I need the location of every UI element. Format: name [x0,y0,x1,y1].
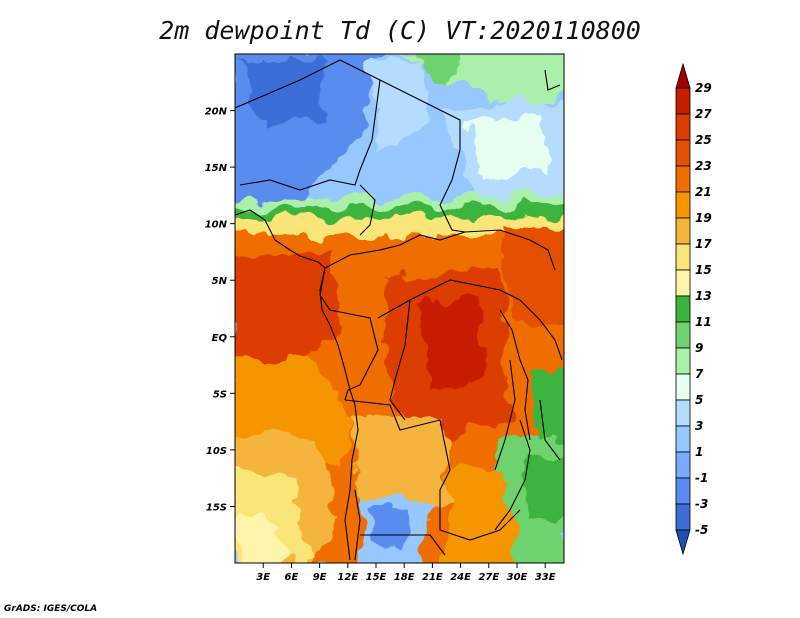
colorbar-bottom-arrow [675,529,691,556]
colorbar-label: 25 [695,133,712,147]
colorbar-bin [675,451,691,479]
colorbar-label: 3 [695,419,703,433]
map-frame [234,53,565,564]
lon-tick-label: 21E [422,572,443,583]
colorbar-label: 7 [695,367,704,381]
colorbar-label: 9 [695,341,703,355]
colorbar-bin [675,139,691,167]
colorbar-label: 27 [695,107,712,121]
colorbar-label: -1 [695,471,708,485]
lon-tick-label: 9E [313,572,327,583]
lon-tick-label: 6E [285,572,299,583]
colorbar-bin [675,295,691,323]
lat-tick-label: 5S [213,389,227,400]
colorbar-label: 29 [695,81,712,95]
lon-tick-label: 15E [366,572,387,583]
colorbar-label: 19 [695,211,712,225]
grads-credit: GrADS: IGES/COLA [4,604,98,614]
lat-tick-label: 20N [205,107,228,118]
colorbar-bin [675,217,691,245]
lat-tick-label: 15S [206,502,227,513]
colorbar-label: 1 [695,445,703,459]
colorbar-label: 23 [695,159,712,173]
colorbar-label: -3 [695,497,708,511]
colorbar-label: 21 [695,185,712,199]
colorbar-bin [675,87,691,115]
colorbar-label: 5 [695,393,703,407]
colorbar-bin [675,113,691,141]
colorbar-bin [675,477,691,505]
dewpoint-field [235,54,564,563]
colorbar-bin [675,347,691,375]
lon-tick-label: 33E [535,572,556,583]
colorbar: 29 27 25 23 21 19 17 15 13 11 9 7 5 3 1 -1 -3 -5 [675,62,712,556]
map-title: 2m dewpoint Td (C) VT:2020110800 [159,16,641,45]
colorbar-bin [675,165,691,193]
lon-tick-label: 12E [337,572,358,583]
lon-tick-label: 3E [256,572,270,583]
longitude-axis: 3E 6E 9E 12E 15E 18E 21E 24E 27E 30E 33E [256,563,556,583]
country-borders [235,59,563,561]
colorbar-bin [675,243,691,271]
colorbar-top-arrow [675,62,691,89]
colorbar-bin [675,191,691,219]
colorbar-bin [675,269,691,297]
colorbar-bin [675,425,691,453]
colorbar-label: 17 [695,237,712,251]
colorbar-bin [675,399,691,427]
colorbar-label: 11 [695,315,712,329]
colorbar-label: 15 [695,263,712,277]
lon-tick-label: 24E [450,572,471,583]
colorbar-label: -5 [695,523,708,537]
lat-tick-label: 5N [212,276,228,287]
lat-tick-label: 10S [206,446,227,457]
lat-tick-label: 15N [205,163,228,174]
colorbar-label: 13 [695,289,712,303]
lat-tick-label: 10N [205,220,228,231]
lon-tick-label: 30E [507,572,528,583]
colorbar-bin [675,373,691,401]
colorbar-bin [675,321,691,349]
colorbar-bin [675,503,691,531]
lat-tick-label: EQ [212,333,228,344]
lon-tick-label: 27E [478,572,499,583]
latitude-axis: 20N 15N 10N 5N EQ 5S 10S 15S [205,107,235,513]
lon-tick-label: 18E [394,572,415,583]
coastline [235,69,561,561]
